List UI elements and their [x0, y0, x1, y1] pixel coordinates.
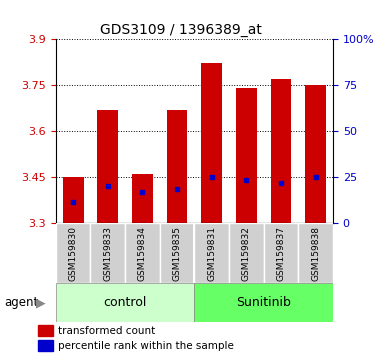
Text: control: control [104, 296, 147, 309]
Bar [264, 223, 298, 283]
Bar [201, 63, 222, 223]
Text: ▶: ▶ [36, 297, 45, 310]
Bar [167, 109, 187, 223]
Text: GDS3109 / 1396389_at: GDS3109 / 1396389_at [100, 23, 262, 37]
Text: GSM159837: GSM159837 [276, 225, 286, 281]
Bar [125, 223, 160, 283]
Bar [56, 283, 194, 322]
Bar [90, 223, 125, 283]
Bar [194, 283, 333, 322]
Bar [271, 79, 291, 223]
Bar [38, 340, 53, 352]
Text: GSM159834: GSM159834 [138, 225, 147, 281]
Bar [229, 223, 264, 283]
Text: GSM159830: GSM159830 [69, 225, 78, 281]
Bar [38, 325, 53, 336]
Bar [305, 85, 326, 223]
Text: agent: agent [4, 296, 38, 309]
Text: percentile rank within the sample: percentile rank within the sample [58, 341, 234, 351]
Bar [160, 223, 194, 283]
Bar [236, 88, 257, 223]
Text: Sunitinib: Sunitinib [236, 296, 291, 309]
Text: GSM159832: GSM159832 [242, 225, 251, 281]
Bar [132, 174, 153, 223]
Text: GSM159833: GSM159833 [103, 225, 112, 281]
Bar [63, 177, 84, 223]
Bar [97, 109, 118, 223]
Text: GSM159838: GSM159838 [311, 225, 320, 281]
Text: GSM159835: GSM159835 [172, 225, 182, 281]
Bar [56, 223, 90, 283]
Text: GSM159831: GSM159831 [207, 225, 216, 281]
Bar [194, 223, 229, 283]
Text: transformed count: transformed count [58, 326, 155, 336]
Bar [298, 223, 333, 283]
